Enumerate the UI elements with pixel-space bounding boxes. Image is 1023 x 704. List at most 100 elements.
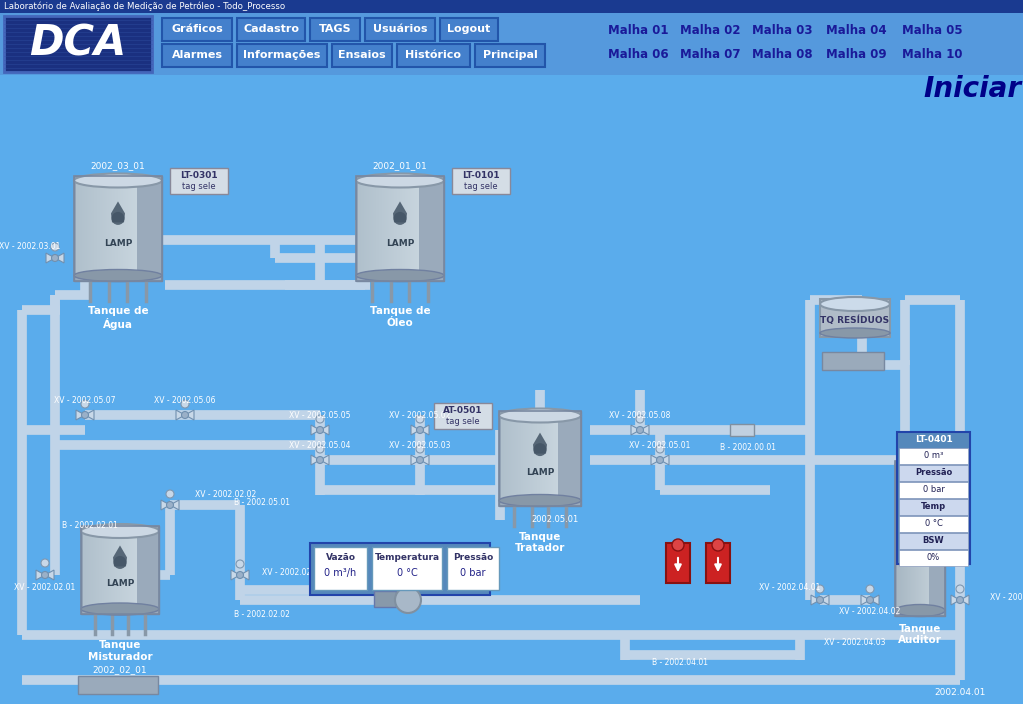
Circle shape [181, 400, 189, 408]
Text: Malha 05: Malha 05 [901, 25, 963, 37]
Circle shape [82, 412, 89, 418]
Polygon shape [420, 455, 429, 465]
Polygon shape [393, 201, 407, 222]
Text: 0%: 0% [927, 553, 940, 562]
Text: 0 bar: 0 bar [460, 568, 486, 578]
Text: AT-0501: AT-0501 [443, 406, 483, 415]
Text: B - 2002.02.02: B - 2002.02.02 [234, 610, 290, 619]
FancyBboxPatch shape [74, 175, 162, 280]
Polygon shape [36, 570, 45, 580]
Text: Pressão: Pressão [915, 468, 952, 477]
Circle shape [534, 443, 546, 456]
Ellipse shape [499, 494, 581, 506]
Text: Ensaios: Ensaios [339, 51, 386, 61]
Text: Tanque
Auditor: Tanque Auditor [898, 624, 942, 645]
Ellipse shape [81, 524, 159, 538]
Text: Temperatura: Temperatura [374, 553, 440, 562]
Ellipse shape [81, 603, 159, 615]
Circle shape [866, 596, 874, 603]
FancyBboxPatch shape [162, 44, 232, 67]
Text: B - 2002.04.01: B - 2002.04.01 [652, 658, 708, 667]
FancyBboxPatch shape [440, 18, 498, 41]
Text: Pressão: Pressão [453, 553, 493, 562]
Circle shape [316, 445, 324, 453]
Text: Malha 04: Malha 04 [826, 25, 886, 37]
FancyBboxPatch shape [0, 0, 1023, 13]
Circle shape [394, 212, 406, 225]
FancyBboxPatch shape [310, 18, 360, 41]
FancyBboxPatch shape [706, 543, 730, 583]
Text: Logout: Logout [447, 25, 491, 34]
Circle shape [51, 243, 59, 251]
Text: Vazão: Vazão [325, 553, 356, 562]
Circle shape [816, 596, 824, 603]
Text: Malha 06: Malha 06 [608, 47, 668, 61]
Text: XV - 2002.05.01: XV - 2002.05.01 [629, 441, 691, 450]
FancyBboxPatch shape [314, 547, 367, 590]
Text: XV - 2002.05.07: XV - 2002.05.07 [54, 396, 116, 405]
Text: XV - 2002.05.08: XV - 2002.05.08 [610, 411, 671, 420]
Polygon shape [176, 410, 185, 420]
Polygon shape [820, 595, 829, 605]
Text: 0 bar: 0 bar [923, 485, 944, 494]
Text: XV - 2002.05.06: XV - 2002.05.06 [154, 396, 216, 405]
Text: XV - 2002.02.03: XV - 2002.02.03 [262, 568, 323, 577]
Polygon shape [311, 425, 320, 435]
Text: Gráficos: Gráficos [171, 25, 223, 34]
Polygon shape [161, 500, 170, 510]
Text: TAGS: TAGS [319, 25, 351, 34]
Polygon shape [631, 425, 640, 435]
Circle shape [166, 490, 174, 498]
Text: Tanque de
Água: Tanque de Água [88, 306, 148, 330]
Text: XV - 2002.04.03: XV - 2002.04.03 [825, 638, 886, 647]
FancyBboxPatch shape [4, 16, 152, 72]
Polygon shape [861, 595, 870, 605]
Polygon shape [411, 455, 420, 465]
Circle shape [316, 415, 324, 423]
Circle shape [51, 255, 58, 261]
Polygon shape [76, 410, 85, 420]
Circle shape [316, 427, 323, 434]
Text: Malha 03: Malha 03 [752, 25, 812, 37]
Circle shape [636, 415, 644, 423]
Circle shape [656, 445, 664, 453]
FancyBboxPatch shape [895, 460, 945, 615]
Circle shape [915, 520, 925, 529]
Text: LT-0301: LT-0301 [180, 171, 218, 180]
FancyBboxPatch shape [372, 547, 442, 590]
FancyBboxPatch shape [237, 44, 327, 67]
Ellipse shape [820, 328, 890, 338]
Text: Malha 10: Malha 10 [901, 47, 963, 61]
Text: TQ RESÍDUOS: TQ RESÍDUOS [820, 315, 890, 325]
Circle shape [81, 400, 89, 408]
Ellipse shape [74, 270, 162, 282]
Text: LT-0401: LT-0401 [915, 436, 952, 444]
Circle shape [416, 415, 424, 423]
Ellipse shape [499, 408, 581, 422]
Text: Malha 01: Malha 01 [608, 25, 668, 37]
Circle shape [236, 560, 244, 568]
FancyBboxPatch shape [332, 44, 392, 67]
FancyBboxPatch shape [310, 543, 490, 595]
Circle shape [957, 585, 964, 593]
FancyBboxPatch shape [499, 410, 581, 505]
FancyBboxPatch shape [356, 175, 444, 280]
Polygon shape [320, 425, 329, 435]
Text: BSW: BSW [923, 536, 944, 545]
Text: Malha 09: Malha 09 [826, 47, 886, 61]
Circle shape [957, 596, 964, 603]
FancyBboxPatch shape [820, 299, 890, 337]
Text: LT-0101: LT-0101 [462, 171, 500, 180]
FancyBboxPatch shape [78, 676, 158, 694]
Circle shape [395, 587, 421, 613]
Ellipse shape [356, 270, 444, 282]
Text: LAMP: LAMP [907, 552, 932, 561]
FancyBboxPatch shape [452, 168, 510, 194]
Polygon shape [170, 500, 179, 510]
FancyBboxPatch shape [237, 18, 305, 41]
Text: XV - 2002.05.04: XV - 2002.05.04 [290, 441, 351, 450]
Text: 2002_03_01: 2002_03_01 [91, 161, 145, 170]
Circle shape [657, 456, 664, 463]
Polygon shape [870, 595, 879, 605]
Text: Usuários: Usuários [372, 25, 428, 34]
